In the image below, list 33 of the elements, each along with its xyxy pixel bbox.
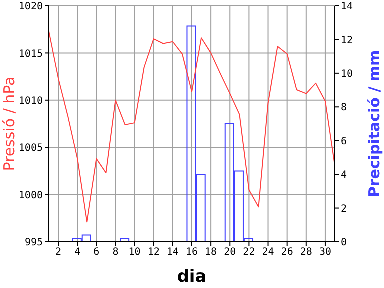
x-tick-label: 6	[94, 247, 100, 258]
x-tick-label: 24	[262, 247, 274, 258]
x-tick-label: 20	[224, 247, 236, 258]
y-tick-label: 1020	[18, 2, 43, 13]
y2-tick-label: 8	[341, 102, 348, 114]
x-tick-label: 28	[300, 247, 312, 258]
x-tick-label: 18	[205, 247, 218, 258]
x-tick-label: 30	[319, 247, 332, 258]
x-tick-label: 8	[112, 247, 119, 258]
x-tick-label: 10	[128, 247, 141, 258]
y-tick-label: 995	[24, 238, 43, 249]
y2-tick-label: 2	[341, 204, 348, 215]
y2-tick-label: 12	[341, 35, 354, 46]
y-tick-label: 1015	[18, 48, 43, 60]
line-series	[49, 30, 335, 223]
x-tick-label: 22	[243, 247, 256, 258]
y2-tick-label: 14	[341, 2, 354, 13]
x-axis-title: dia	[177, 267, 207, 287]
x-tick-label: 2	[56, 247, 62, 258]
y-tick-label: 1005	[18, 143, 43, 154]
x-tick-label: 14	[166, 247, 179, 258]
x-tick-label: 16	[186, 247, 198, 258]
x-tick-label: 26	[281, 247, 294, 258]
y-tick-label: 1010	[18, 96, 43, 107]
y2-tick-label: 6	[341, 136, 348, 148]
y-axis-title: Pressió / hPa	[0, 76, 18, 172]
y2-axis-title: Precipitació / mm	[365, 50, 384, 198]
x-tick-label: 4	[74, 247, 81, 258]
y2-tick-label: 10	[341, 68, 354, 80]
y2-tick-label: 0	[341, 238, 348, 249]
y2-tick-label: 4	[341, 170, 348, 182]
y-tick-label: 1000	[18, 190, 43, 202]
x-tick-label: 12	[148, 247, 160, 258]
